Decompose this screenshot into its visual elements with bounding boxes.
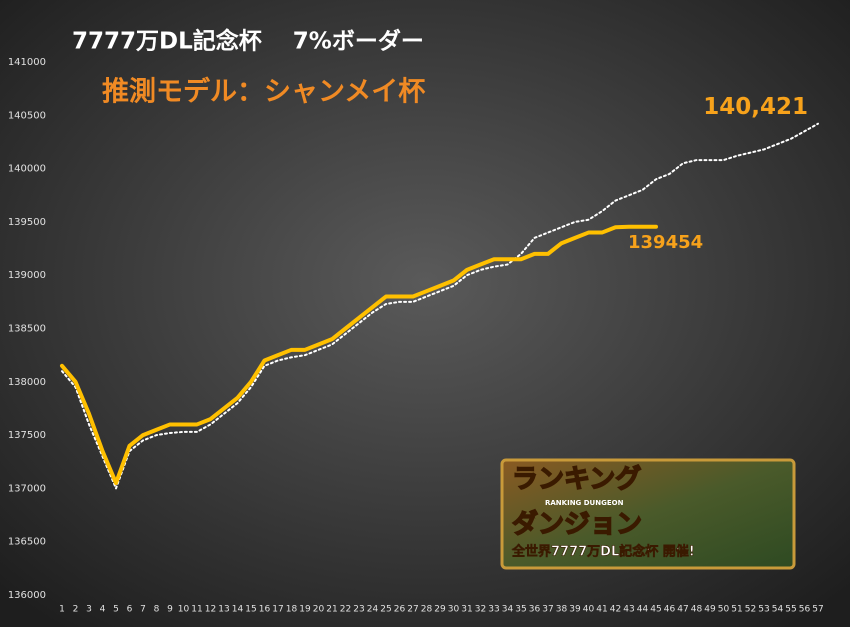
series-line bbox=[61, 122, 819, 490]
x-tick-label: 19 bbox=[299, 605, 311, 615]
x-tick-label: 28 bbox=[421, 605, 433, 615]
x-tick-label: 38 bbox=[556, 605, 568, 615]
x-tick-label: 43 bbox=[623, 605, 634, 615]
y-tick-label: 138000 bbox=[8, 377, 46, 388]
x-tick-label: 17 bbox=[272, 605, 283, 615]
x-tick-label: 36 bbox=[529, 605, 541, 615]
banner-title: ランキング bbox=[512, 465, 641, 495]
x-tick-label: 15 bbox=[245, 605, 256, 615]
x-tick-label: 24 bbox=[367, 605, 379, 615]
x-tick-label: 50 bbox=[718, 605, 730, 615]
banner-box bbox=[500, 458, 796, 570]
x-tick-label: 8 bbox=[154, 605, 160, 615]
chart-subtitle: 推測モデル：シャンメイ杯 bbox=[102, 76, 425, 108]
x-tick-label: 23 bbox=[353, 605, 364, 615]
x-tick-label: 45 bbox=[650, 605, 661, 615]
y-tick-label: 140000 bbox=[8, 164, 46, 175]
chart-title: 7777万DL記念杯 7%ボーダー bbox=[72, 28, 424, 55]
x-tick-label: 2 bbox=[73, 605, 79, 615]
x-tick-label: 37 bbox=[542, 605, 553, 615]
x-tick-label: 18 bbox=[286, 605, 298, 615]
x-tick-label: 48 bbox=[691, 605, 703, 615]
x-tick-label: 11 bbox=[191, 605, 202, 615]
x-tick-label: 54 bbox=[772, 605, 784, 615]
y-tick-label: 139500 bbox=[8, 217, 46, 228]
x-tick-label: 21 bbox=[326, 605, 337, 615]
x-tick-label: 29 bbox=[434, 605, 446, 615]
x-tick-label: 25 bbox=[380, 605, 391, 615]
x-tick-label: 1 bbox=[59, 605, 65, 615]
x-tick-label: 13 bbox=[218, 605, 229, 615]
y-tick-label: 136500 bbox=[8, 537, 46, 548]
x-tick-label: 41 bbox=[596, 605, 607, 615]
x-tick-label: 56 bbox=[799, 605, 811, 615]
x-tick-label: 5 bbox=[113, 605, 119, 615]
x-tick-label: 14 bbox=[232, 605, 244, 615]
y-tick-label: 136000 bbox=[8, 590, 46, 601]
y-tick-label: 139000 bbox=[8, 270, 46, 281]
x-tick-label: 6 bbox=[127, 605, 133, 615]
x-tick-label: 3 bbox=[86, 605, 92, 615]
y-tick-label: 137000 bbox=[8, 483, 46, 494]
x-tick-label: 55 bbox=[785, 605, 796, 615]
x-tick-label: 22 bbox=[340, 605, 351, 615]
x-tick-label: 51 bbox=[731, 605, 742, 615]
x-tick-label: 27 bbox=[407, 605, 418, 615]
banner-caption: 全世界7777万DL記念杯 開催! bbox=[511, 544, 695, 560]
x-tick-label: 33 bbox=[488, 605, 499, 615]
x-tick-label: 12 bbox=[205, 605, 216, 615]
x-tick-label: 16 bbox=[259, 605, 271, 615]
y-tick-label: 140500 bbox=[8, 110, 46, 121]
banner-subtitle: RANKING DUNGEON bbox=[545, 499, 624, 507]
x-tick-label: 47 bbox=[677, 605, 688, 615]
y-tick-label: 138500 bbox=[8, 324, 46, 335]
x-tick-label: 49 bbox=[704, 605, 716, 615]
value-label: 140,421 bbox=[703, 94, 808, 120]
x-tick-label: 44 bbox=[637, 605, 649, 615]
x-tick-label: 20 bbox=[313, 605, 325, 615]
x-tick-label: 46 bbox=[664, 605, 676, 615]
x-tick-label: 31 bbox=[461, 605, 472, 615]
x-tick-label: 34 bbox=[502, 605, 514, 615]
y-tick-label: 141000 bbox=[8, 57, 46, 68]
banner-title: ダンジョン bbox=[512, 509, 642, 540]
banner: ランキング RANKING DUNGEON ダンジョン 全世界7777万DL記念… bbox=[500, 458, 796, 570]
x-tick-label: 9 bbox=[167, 605, 173, 615]
value-label: 139454 bbox=[628, 232, 703, 253]
x-tick-label: 39 bbox=[569, 605, 581, 615]
x-tick-label: 52 bbox=[745, 605, 756, 615]
x-tick-label: 35 bbox=[515, 605, 526, 615]
x-tick-label: 10 bbox=[178, 605, 190, 615]
x-tick-label: 4 bbox=[100, 605, 106, 615]
x-tick-label: 26 bbox=[394, 605, 406, 615]
x-tick-label: 7 bbox=[140, 605, 146, 615]
x-tick-label: 53 bbox=[758, 605, 769, 615]
x-tick-label: 32 bbox=[475, 605, 486, 615]
series-line bbox=[60, 224, 658, 486]
x-tick-label: 30 bbox=[448, 605, 460, 615]
y-tick-label: 137500 bbox=[8, 430, 46, 441]
x-tick-label: 42 bbox=[610, 605, 621, 615]
x-tick-label: 40 bbox=[583, 605, 595, 615]
x-tick-label: 57 bbox=[812, 605, 823, 615]
